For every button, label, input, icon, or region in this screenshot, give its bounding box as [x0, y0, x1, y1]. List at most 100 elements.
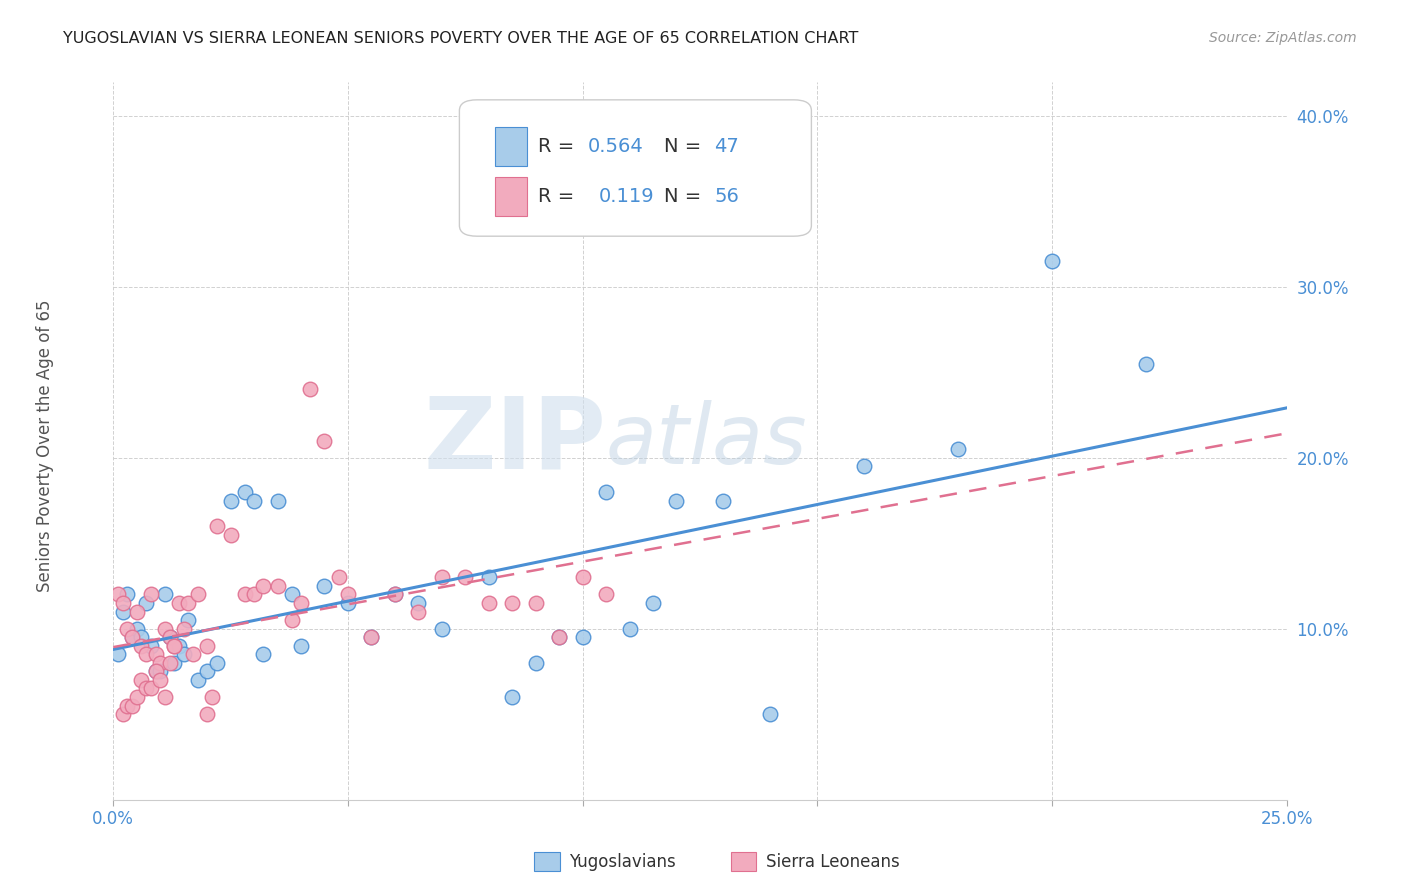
Point	[252, 648, 274, 662]
Point	[408, 605, 430, 619]
Text: YUGOSLAVIAN VS SIERRA LEONEAN SENIORS POVERTY OVER THE AGE OF 65 CORRELATION CHA: YUGOSLAVIAN VS SIERRA LEONEAN SENIORS PO…	[63, 31, 859, 46]
Point	[384, 587, 406, 601]
Point	[107, 587, 129, 601]
Point	[524, 656, 547, 670]
Point	[139, 639, 162, 653]
Point	[266, 493, 288, 508]
Text: Source: ZipAtlas.com: Source: ZipAtlas.com	[1209, 31, 1357, 45]
Point	[121, 630, 143, 644]
Point	[314, 434, 336, 448]
Point	[1135, 357, 1157, 371]
Text: ZIP: ZIP	[423, 392, 606, 489]
Point	[111, 596, 134, 610]
Point	[266, 579, 288, 593]
Point	[336, 587, 359, 601]
Point	[478, 570, 501, 584]
Point	[139, 681, 162, 696]
Text: N =: N =	[664, 187, 707, 206]
Point	[501, 596, 523, 610]
Point	[641, 596, 664, 610]
Text: Sierra Leoneans: Sierra Leoneans	[766, 853, 900, 871]
Point	[360, 630, 382, 644]
Point	[328, 570, 350, 584]
Point	[713, 493, 735, 508]
Point	[595, 587, 617, 601]
FancyBboxPatch shape	[495, 127, 527, 166]
Point	[135, 681, 157, 696]
Point	[219, 527, 242, 541]
FancyBboxPatch shape	[460, 100, 811, 236]
Point	[135, 596, 157, 610]
Point	[145, 648, 167, 662]
Point	[430, 570, 453, 584]
Point	[205, 519, 228, 533]
Point	[159, 630, 181, 644]
Point	[195, 707, 218, 722]
Point	[290, 596, 312, 610]
Point	[149, 673, 172, 687]
Point	[187, 673, 209, 687]
Point	[384, 587, 406, 601]
Point	[163, 639, 186, 653]
Point	[336, 596, 359, 610]
Point	[759, 707, 782, 722]
Point	[117, 698, 139, 713]
Point	[121, 630, 143, 644]
Point	[125, 605, 148, 619]
Point	[139, 587, 162, 601]
Point	[163, 656, 186, 670]
Point	[360, 630, 382, 644]
Point	[299, 383, 322, 397]
Point	[111, 605, 134, 619]
Text: 0.564: 0.564	[588, 137, 643, 156]
Point	[595, 485, 617, 500]
Point	[501, 690, 523, 704]
Point	[153, 587, 176, 601]
Point	[1040, 254, 1063, 268]
Point	[149, 665, 172, 679]
Text: Yugoslavians: Yugoslavians	[569, 853, 676, 871]
Point	[159, 656, 181, 670]
Point	[167, 639, 190, 653]
Point	[219, 493, 242, 508]
Point	[454, 570, 477, 584]
Point	[201, 690, 224, 704]
Text: 56: 56	[714, 187, 740, 206]
Point	[252, 579, 274, 593]
Point	[153, 690, 176, 704]
Point	[408, 596, 430, 610]
Point	[243, 493, 266, 508]
Point	[478, 596, 501, 610]
Point	[131, 639, 153, 653]
Text: 0.119: 0.119	[599, 187, 655, 206]
Text: N =: N =	[664, 137, 707, 156]
Point	[187, 587, 209, 601]
Point	[177, 613, 200, 627]
Point	[117, 587, 139, 601]
Point	[619, 622, 641, 636]
Point	[131, 630, 153, 644]
Point	[195, 639, 218, 653]
Point	[665, 493, 688, 508]
Point	[125, 690, 148, 704]
Point	[243, 587, 266, 601]
Point	[946, 442, 969, 457]
Text: R =: R =	[538, 187, 586, 206]
Point	[290, 639, 312, 653]
Point	[121, 698, 143, 713]
Point	[173, 648, 195, 662]
Point	[173, 622, 195, 636]
Point	[548, 630, 571, 644]
Point	[181, 648, 204, 662]
Text: Seniors Poverty Over the Age of 65: Seniors Poverty Over the Age of 65	[37, 300, 53, 592]
Point	[548, 630, 571, 644]
Point	[205, 656, 228, 670]
Point	[125, 622, 148, 636]
Point	[135, 648, 157, 662]
FancyBboxPatch shape	[495, 177, 527, 217]
Point	[571, 630, 593, 644]
Point	[853, 459, 876, 474]
Point	[430, 622, 453, 636]
Point	[131, 673, 153, 687]
Point	[149, 656, 172, 670]
